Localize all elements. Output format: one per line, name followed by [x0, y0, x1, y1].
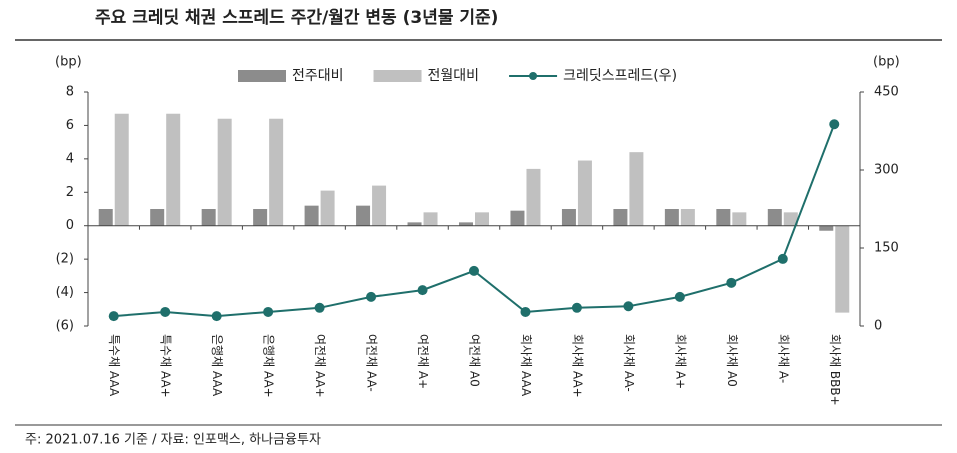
line-marker	[160, 306, 171, 317]
bar	[732, 212, 747, 226]
y2-tick-label: 0	[874, 319, 882, 334]
x-tick-label: 회사채 BBB+	[828, 334, 842, 406]
x-tick-label: 은행채 AAA	[210, 334, 225, 397]
line-marker	[829, 119, 840, 130]
legend-label: 전주대비	[292, 68, 344, 84]
line-marker	[108, 311, 119, 322]
bar	[407, 222, 422, 226]
x-tick-label: 회사채 AA+	[570, 334, 584, 398]
line-marker	[417, 285, 428, 296]
line-marker	[623, 301, 634, 312]
bar	[217, 118, 232, 226]
bar	[577, 160, 592, 226]
bar	[680, 209, 695, 226]
bar	[114, 113, 129, 226]
line-marker	[726, 277, 737, 288]
line-marker	[469, 265, 479, 276]
bar	[166, 113, 181, 226]
x-tick-label: 은행채 AA+	[262, 334, 277, 398]
x-tick-label: 여전채 AA+	[313, 334, 327, 398]
y-tick-label: 6	[66, 118, 74, 133]
line-marker	[674, 291, 685, 302]
bar	[716, 209, 731, 226]
bar	[613, 209, 628, 226]
y-tick-label: 0	[66, 218, 74, 233]
bar	[150, 209, 165, 226]
x-tick-label: 여전채 A+	[416, 334, 430, 389]
bar	[320, 190, 335, 226]
bar	[561, 209, 576, 226]
bar	[269, 118, 284, 226]
x-tick-label: 여전채 AA-	[365, 334, 379, 392]
footnote: 주: 2021.07.16 기준 / 자료: 인포맥스, 하나금융투자	[25, 433, 321, 448]
x-tick-label: 회사채 AAA	[519, 334, 533, 397]
bar	[629, 152, 644, 226]
bar	[664, 209, 679, 226]
line-marker	[571, 302, 582, 313]
x-tick-label: 여전채 A0	[468, 334, 482, 387]
bar	[819, 225, 834, 231]
y-tick-label: 4	[66, 151, 74, 166]
y2-tick-label: 450	[874, 85, 899, 100]
line-marker	[777, 253, 788, 264]
legend-label: 전월대비	[428, 68, 480, 84]
bar	[372, 185, 387, 226]
bar	[356, 205, 371, 226]
bar	[510, 210, 525, 226]
y-tick-label: (6)	[56, 319, 74, 334]
y-tick-label: (2)	[56, 252, 74, 267]
x-tick-label: 특수채 AAA	[107, 334, 121, 397]
y-tick-label: 2	[66, 185, 74, 200]
line-marker	[366, 291, 377, 302]
x-tick-label: 회사채 A0	[725, 334, 739, 387]
y-tick-label: 8	[66, 85, 74, 100]
x-tick-label: 회사채 A+	[673, 334, 687, 389]
bar	[201, 209, 216, 226]
legend-swatch	[238, 70, 286, 82]
bar	[526, 168, 541, 226]
legend-swatch	[373, 70, 422, 82]
y-axis-unit: (bp)	[55, 55, 82, 70]
y2-axis-unit: (bp)	[873, 55, 900, 70]
bar	[835, 225, 850, 313]
bar	[253, 209, 268, 226]
bar	[304, 205, 319, 226]
bar	[98, 209, 113, 226]
line-marker	[314, 302, 325, 313]
y2-tick-label: 150	[874, 241, 899, 256]
line-marker	[211, 311, 222, 322]
bar	[475, 212, 489, 226]
x-tick-label: 회사채 A-	[776, 334, 790, 383]
x-tick-label: 회사채 AA-	[622, 334, 636, 392]
chart-title: 주요 크레딧 채권 스프레드 주간/월간 변동 (3년물 기준)	[95, 8, 498, 28]
y2-tick-label: 300	[874, 163, 899, 178]
legend-swatch	[529, 72, 538, 80]
y-tick-label: (4)	[56, 285, 74, 300]
line-marker	[263, 306, 274, 317]
legend-label: 크레딧스프레드(우)	[563, 68, 677, 84]
bar	[423, 212, 438, 226]
bar	[459, 222, 473, 226]
line-marker	[520, 306, 531, 317]
bar	[767, 209, 782, 226]
x-tick-label: 특수채 AA+	[159, 334, 173, 398]
bar	[783, 212, 798, 226]
